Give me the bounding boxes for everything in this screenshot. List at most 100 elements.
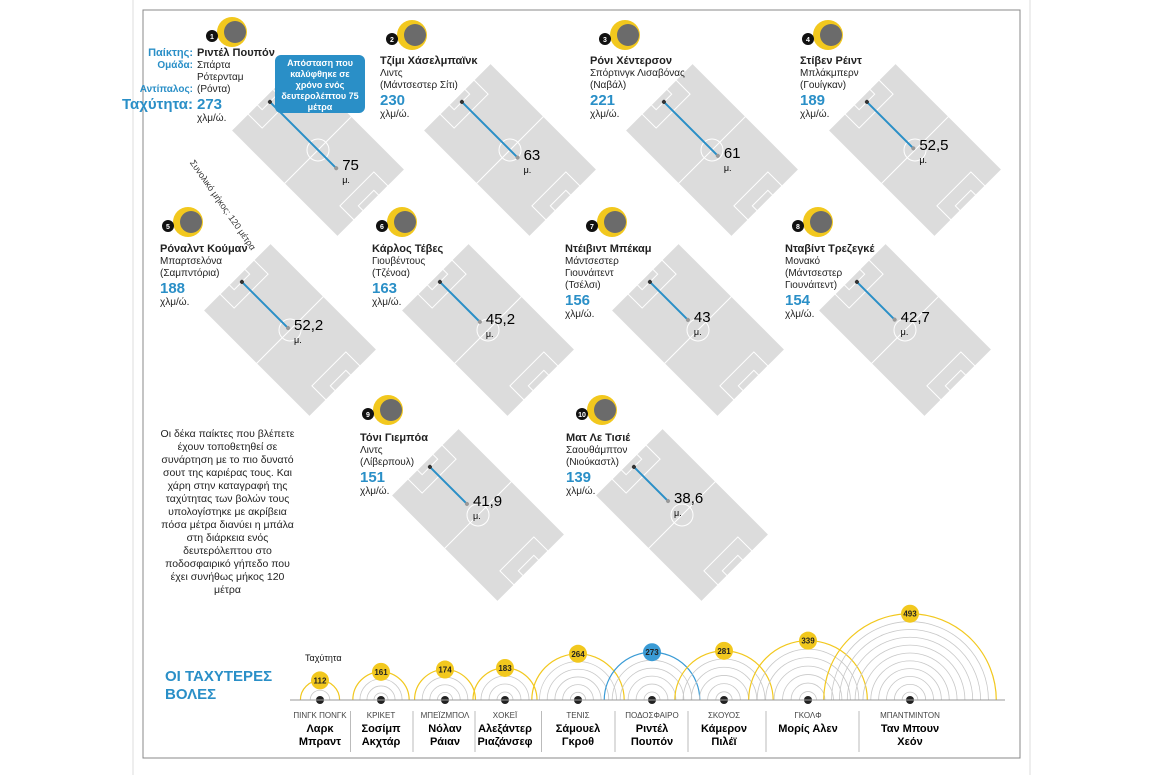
goal-box (751, 189, 774, 212)
center-circle (670, 503, 694, 527)
speed-row: 156 (565, 292, 665, 309)
speed: 189 (800, 92, 826, 109)
distance-value: 41,9 (472, 492, 503, 510)
sport-name: ΣΚΟΥΟΣ (707, 711, 741, 720)
pitch (817, 242, 993, 418)
player-name: Ριντέλ Πουπόν (197, 47, 275, 59)
rank-badge (362, 408, 374, 420)
opponent: (Ρόντα) (197, 84, 231, 95)
callout: Απόσταση που καλύφθηκε σε χρόνο ενός δευ… (275, 55, 365, 113)
speed-ring (635, 683, 669, 701)
speed-value: 112 (314, 676, 327, 685)
pitch (610, 242, 786, 418)
player-card: Ντέιβιντ Μπέκαμ Μάντσεστερ Γιουνάιτεντ (Τσ… (565, 243, 665, 321)
shot-start (459, 99, 464, 104)
speed-unit-row: χλμ/ώ. (380, 109, 480, 121)
distance-value: 75 (342, 157, 359, 175)
speed-row: 151 (360, 469, 460, 486)
portrait (380, 399, 402, 421)
player-name: Στίβεν Ρέιντ (800, 55, 862, 67)
speed-ring (893, 684, 927, 701)
distance-value: 63 (523, 146, 541, 164)
opponent: (Μάντσεστερ Γιουνάιτεντ) (785, 268, 843, 291)
portrait (810, 211, 832, 233)
shot-line (856, 281, 896, 321)
speed: 221 (590, 92, 616, 109)
speed-value: 339 (801, 637, 815, 646)
player-name: Νταβίντ Τρεζεγκέ (785, 243, 875, 255)
player-name-row: Στίβεν Ρέιντ (800, 55, 900, 68)
athlete-name: Λαρκ Μπραντ (298, 723, 342, 748)
portrait (180, 211, 202, 233)
shot-start (661, 99, 666, 104)
speed-ring (619, 667, 685, 701)
goal-box (329, 369, 352, 392)
shot-end (911, 146, 916, 151)
speed: 230 (380, 92, 406, 109)
speed-ring (715, 691, 733, 701)
distance-label: 43 μ. (694, 310, 711, 340)
speed-value: 161 (374, 668, 388, 677)
player-name-row: Ντέιβιντ Μπέκαμ (565, 243, 665, 256)
distance-unit: μ. (342, 175, 350, 186)
shot-start (239, 279, 244, 284)
speed-badge (311, 671, 329, 690)
speed-row: 189 (800, 92, 900, 109)
team: Μπαρτσελόνα (160, 256, 223, 267)
rank-number: 10 (578, 412, 586, 419)
speed-row: 163 (372, 280, 472, 297)
halfway-line (648, 481, 716, 549)
team: Λιντς (380, 68, 403, 79)
speed-arc (823, 613, 997, 701)
player-name-row: Παίκτης: Ριντέλ Πουπόν (148, 47, 277, 60)
speed-ring (870, 660, 950, 701)
athlete-name: Νόλαν Ράιαν (428, 723, 462, 748)
pitch (624, 62, 800, 238)
distance-label: 61 μ. (724, 146, 741, 176)
rank-number: 9 (366, 412, 370, 419)
distance-unit: μ. (523, 164, 532, 175)
center-circle (893, 318, 917, 342)
shot-start (854, 279, 859, 284)
speed-unit: χλμ/ώ. (566, 486, 596, 497)
shot-line (429, 466, 468, 505)
goal-box (517, 554, 540, 577)
opponent-row: (Νιούκαστλ) (566, 457, 666, 469)
player-card: Νταβίντ Τρεζεγκέ Μονακό (Μάντσεστερ Γιουνά… (785, 243, 885, 321)
rank-number: 5 (166, 224, 170, 231)
speed-value: 183 (498, 664, 512, 673)
shot-start (864, 99, 869, 104)
shot-line (649, 281, 689, 321)
pitch (422, 62, 598, 238)
center-circle (686, 318, 710, 342)
speed-value: 264 (571, 650, 585, 659)
speed-value: 281 (717, 647, 731, 656)
distance-unit: μ. (674, 508, 682, 519)
speed: 154 (785, 292, 811, 309)
team-row: Ομάδα: Σπάρτα Ρότερνταμ (157, 60, 277, 84)
portrait (594, 399, 616, 421)
section-title: ΟΙ ΤΑΧΥΤΕΡΕΣ ΒΟΛΕΣ (165, 668, 273, 703)
player-card: Ρόνι Χέντερσον Σπόρτινγκ Λισαβόνας (Ναβάλ)… (590, 55, 690, 121)
shot-start (427, 464, 432, 469)
halfway-line (881, 116, 949, 184)
portrait (404, 24, 426, 46)
speed-ring (366, 685, 396, 701)
opponent: (Τσέλσι) (565, 280, 601, 291)
shot-end (477, 319, 482, 324)
goal-box (737, 369, 760, 392)
rank-badge (206, 30, 218, 42)
speed-ring (562, 684, 594, 701)
speed-ring (901, 691, 919, 701)
shot-end (715, 153, 720, 158)
distance-value: 52,2 (294, 317, 324, 335)
distance-label: 42,7 μ. (901, 310, 930, 340)
athlete-name: Σάμουελ Γκροθ (555, 723, 601, 748)
speed-unit-row: χλμ/ώ. (565, 309, 665, 321)
speed-unit: χλμ/ώ. (785, 309, 815, 320)
distance-unit: μ. (294, 335, 302, 346)
center-circle (466, 503, 490, 527)
speed-unit-row: χλμ/ώ. (360, 486, 460, 498)
goal-box (721, 554, 744, 577)
